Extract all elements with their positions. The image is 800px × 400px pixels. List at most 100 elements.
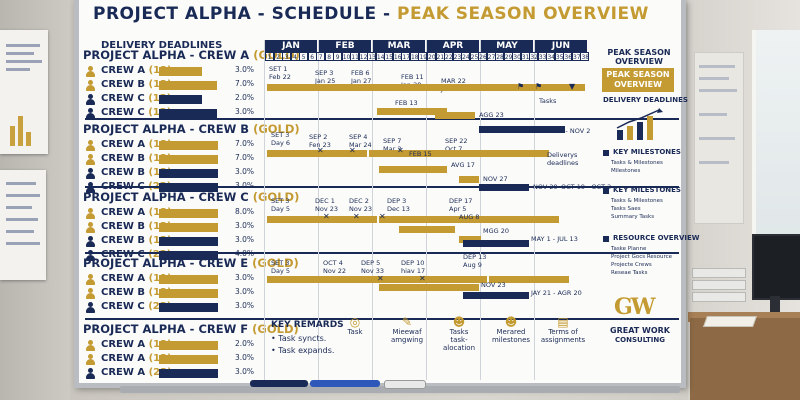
key-remarks-title: KEY REMARDS [271, 320, 344, 330]
timeline-label: SET 1 Feb 22 [269, 65, 291, 81]
week-cell: 16 [392, 52, 402, 61]
remark-item: • Task syncts. [271, 334, 327, 343]
company-name: GREAT WORK [610, 326, 670, 335]
week-cell: 5 [299, 52, 309, 61]
crew-row: CREW B (12)7.0% [85, 153, 261, 166]
whiteboard: PROJECT ALPHA - SCHEDULE - PEAK SEASON O… [74, 0, 699, 388]
month-gridline [264, 40, 265, 380]
timeline-label: MAY 1 - JUL 13 [531, 235, 578, 243]
month-gridline [480, 40, 481, 380]
person-icon [85, 66, 96, 77]
timeline-label: MGG 20 [483, 227, 510, 235]
crew-percent: 2.0% [235, 339, 255, 348]
month-header: JAN [265, 40, 317, 52]
person-icon [85, 288, 96, 299]
week-cell: 15 [384, 52, 394, 61]
gold-task-bar [369, 150, 549, 157]
right-panel-heading: PEAK SEASON OVERVIEW [607, 48, 671, 66]
person-icon [85, 302, 96, 313]
crew-row: CREW C (12)3.0% [85, 107, 261, 120]
crew-group-title: PROJECT ALPHA - CREW E (GOLD) [83, 256, 299, 270]
timeline-label: DEP 3 Dec 13 [387, 197, 410, 213]
crew-percent: 7.0% [235, 139, 255, 148]
month-gridline [372, 40, 373, 380]
gold-task-bar [435, 84, 585, 91]
week-cell: 12 [358, 52, 368, 61]
crew-row: CREW A (12)3.0% [85, 353, 261, 366]
month-gridline [426, 40, 427, 380]
gold-task-bar [379, 166, 447, 173]
tool-icon: ✕ [323, 212, 330, 221]
delivery-deadlines-label: DELIVERY DEADLINES [101, 40, 223, 51]
milestone-icon: ▼ [569, 82, 576, 91]
key3-item: Project Gocs Resource [611, 254, 673, 260]
timeline-label: Tasks [539, 97, 557, 105]
week-cell: 24 [461, 52, 471, 61]
person-icon [85, 94, 96, 105]
paper-tray [692, 292, 746, 302]
gold-task-bar [489, 276, 569, 283]
week-cell: 28 [495, 52, 505, 61]
crew-percent: 2.0% [235, 93, 255, 102]
crew-row: CREW A (11)3.0% [85, 273, 261, 286]
crew-group-title: PROJECT ALPHA - CREW B (GOLD) [83, 122, 300, 136]
legend-label: Task [347, 328, 363, 336]
crew-row: CREW B (12)3.0% [85, 167, 261, 180]
week-cell: 20 [427, 52, 436, 61]
right-delivery-label: DELIVERY DEADLINES [603, 96, 688, 104]
tool-icon: ✕ [349, 146, 356, 155]
gold-task-bar [435, 112, 475, 119]
timeline-label: SEP 3 Jan 25 [315, 69, 336, 85]
flag-icon: ⚑ [517, 82, 525, 91]
timeline-label: SEP 1 - NOV 2 [545, 127, 591, 135]
marker[interactable] [310, 380, 380, 387]
week-cell: 17 [401, 52, 411, 61]
crew-percent: 7.0% [235, 153, 255, 162]
crew-level-bar [159, 237, 218, 246]
month-header: MAR [373, 40, 425, 52]
marker[interactable] [384, 380, 426, 389]
week-cell: 32 [529, 52, 539, 61]
week-cell: 7 [316, 52, 326, 61]
timeline-label: Deliverys deadlines [547, 151, 579, 167]
crew-group-title: PROJECT ALPHA - CREW C (GOLD) [83, 190, 300, 204]
tool-icon: ✕ [377, 274, 384, 283]
crew-level-bar [159, 251, 218, 260]
week-cell: 2 [273, 52, 283, 61]
crew-row: CREW A (12)8.0% [85, 207, 261, 220]
person-icon [85, 354, 96, 365]
remark-item: • Task expands. [271, 346, 335, 355]
timeline-label: NOV 23 [481, 281, 506, 289]
key-milestones-2: KEY MILESTONES [613, 186, 681, 194]
crew-level-bar [159, 209, 218, 218]
marker[interactable] [250, 380, 308, 387]
person-icon [85, 368, 96, 379]
timeline-label: DEP 10 hiav 17 [401, 259, 426, 275]
crew-percent: 3.0% [235, 367, 255, 376]
crew-level-bar [159, 155, 218, 164]
tool-icon: ✕ [353, 212, 360, 221]
board-title: PROJECT ALPHA - SCHEDULE - PEAK SEASON O… [93, 4, 649, 24]
crew-percent: 3.0% [235, 107, 255, 116]
trend-chart-icon [616, 108, 663, 140]
person-icon [85, 236, 96, 247]
legend-item: ▤ Terms of assignments [537, 316, 589, 344]
timeline-label: NOV 27 [483, 175, 508, 183]
crew-level-bar [159, 109, 217, 118]
week-cell: 22 [444, 52, 454, 61]
notebook [702, 316, 758, 327]
gold-task-bar [379, 216, 559, 223]
navy-task-bar [479, 184, 529, 191]
week-cell: 6 [307, 52, 317, 61]
crew-percent: 7.0% [235, 79, 255, 88]
key2-item: Tasks Saes [611, 206, 641, 212]
timeline-label: AUG 8 [459, 213, 480, 221]
week-cell: 13 [367, 52, 377, 61]
crew-level-bar [159, 341, 218, 350]
navy-task-bar [463, 292, 529, 299]
week-cell: 4 [290, 52, 300, 61]
crew-percent: 3.0% [235, 287, 255, 296]
timeline-label: OCT 4 Nov 22 [323, 259, 347, 275]
week-cell: 36 [563, 52, 573, 61]
key-square-icon [603, 188, 609, 194]
